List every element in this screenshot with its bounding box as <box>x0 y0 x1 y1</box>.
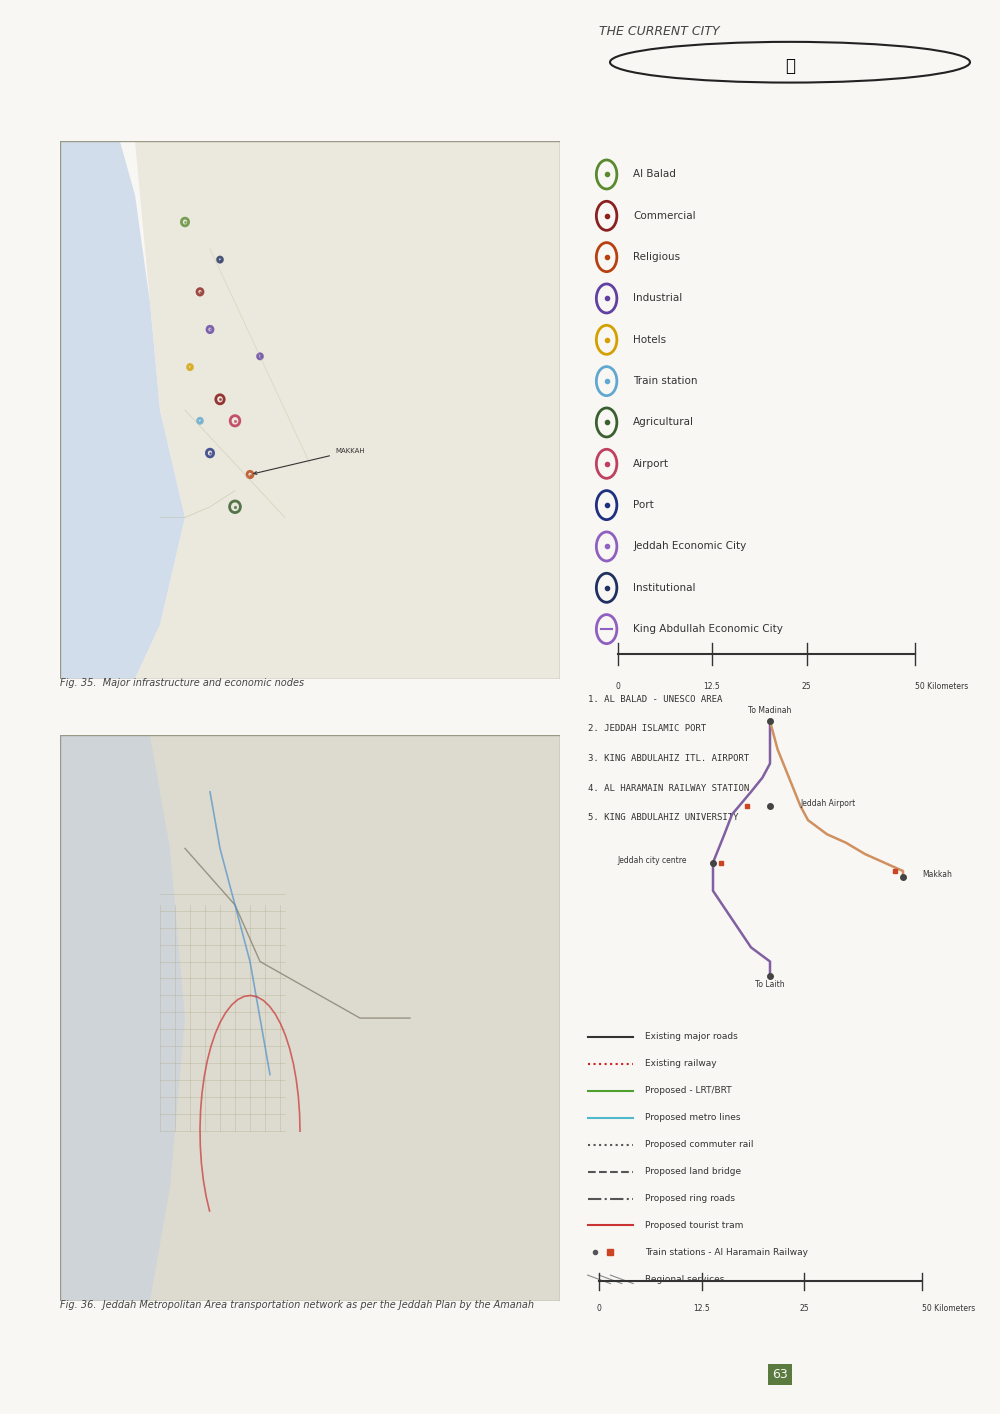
Text: 3. KING ABDULAHIZ ITL. AIRPORT: 3. KING ABDULAHIZ ITL. AIRPORT <box>588 754 749 764</box>
Text: Proposed - LRT/BRT: Proposed - LRT/BRT <box>645 1086 731 1096</box>
Text: Al Balad: Al Balad <box>633 170 676 180</box>
Text: 4. AL HARAMAIN RAILWAY STATION: 4. AL HARAMAIN RAILWAY STATION <box>588 783 749 792</box>
Polygon shape <box>135 141 560 679</box>
Text: 12.5: 12.5 <box>704 682 720 691</box>
Text: Existing railway: Existing railway <box>645 1059 716 1069</box>
Text: Fig. 36.  Jeddah Metropolitan Area transportation network as per the Jeddah Plan: Fig. 36. Jeddah Metropolitan Area transp… <box>60 1299 534 1309</box>
Text: 5. KING ABDULAHIZ UNIVERSITY: 5. KING ABDULAHIZ UNIVERSITY <box>588 813 738 822</box>
Text: Proposed ring roads: Proposed ring roads <box>645 1193 735 1203</box>
Text: 0: 0 <box>615 682 620 691</box>
Text: 50 Kilometers: 50 Kilometers <box>915 682 968 691</box>
Text: 25: 25 <box>799 1304 809 1312</box>
Text: Proposed metro lines: Proposed metro lines <box>645 1113 740 1123</box>
Text: Regional services: Regional services <box>645 1275 724 1284</box>
Text: 12.5: 12.5 <box>693 1304 710 1312</box>
Text: Agricultural: Agricultural <box>633 417 694 427</box>
Text: Train station: Train station <box>633 376 698 386</box>
Text: Jeddah Airport: Jeddah Airport <box>800 799 856 807</box>
Text: 2. JEDDAH ISLAMIC PORT: 2. JEDDAH ISLAMIC PORT <box>588 724 706 734</box>
Text: Institutional: Institutional <box>633 583 696 592</box>
Text: 50 Kilometers: 50 Kilometers <box>922 1304 975 1312</box>
Text: To Laith: To Laith <box>755 980 785 988</box>
Text: 1. AL BALAD - UNESCO AREA: 1. AL BALAD - UNESCO AREA <box>588 694 722 704</box>
Text: King Abdullah Economic City: King Abdullah Economic City <box>633 624 783 633</box>
Text: Existing major roads: Existing major roads <box>645 1032 737 1042</box>
Text: Jeddah Economic City: Jeddah Economic City <box>633 542 746 551</box>
Text: To Madinah: To Madinah <box>748 706 792 714</box>
Text: Hotels: Hotels <box>633 335 666 345</box>
Polygon shape <box>60 735 560 1301</box>
Text: 25: 25 <box>802 682 811 691</box>
Text: Religious: Religious <box>633 252 680 262</box>
Text: 🚶: 🚶 <box>785 57 795 75</box>
Text: Industrial: Industrial <box>633 294 682 304</box>
Polygon shape <box>60 141 185 679</box>
Text: Makkah: Makkah <box>922 870 952 878</box>
Text: Proposed tourist tram: Proposed tourist tram <box>645 1220 743 1230</box>
Text: 63: 63 <box>772 1367 788 1381</box>
Text: Commercial: Commercial <box>633 211 696 221</box>
Text: Train stations - Al Haramain Railway: Train stations - Al Haramain Railway <box>645 1249 808 1257</box>
Text: Fig. 35.  Major infrastructure and economic nodes: Fig. 35. Major infrastructure and econom… <box>60 677 304 687</box>
Polygon shape <box>60 735 185 1301</box>
Text: MAKKAH: MAKKAH <box>254 448 365 474</box>
Text: 0: 0 <box>597 1304 601 1312</box>
Text: Proposed land bridge: Proposed land bridge <box>645 1167 741 1176</box>
Text: Jeddah city centre: Jeddah city centre <box>617 855 686 864</box>
Text: Airport: Airport <box>633 458 669 469</box>
Text: THE CURRENT CITY: THE CURRENT CITY <box>599 25 720 38</box>
Text: Port: Port <box>633 501 654 510</box>
Text: Proposed commuter rail: Proposed commuter rail <box>645 1140 753 1150</box>
